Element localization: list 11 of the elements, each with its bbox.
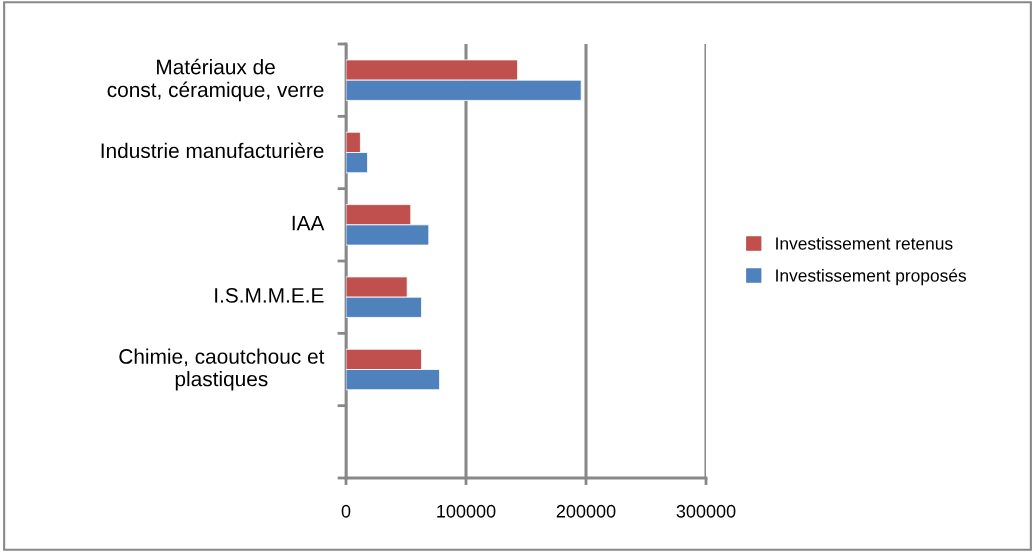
legend-label: Investissement retenus [776, 236, 953, 250]
y-tick-label: Matériaux de const, céramique, verre [107, 58, 324, 102]
y-tick-label: IAA [292, 215, 325, 231]
legend-label: Investissement proposés [776, 268, 967, 286]
y-tick-label: I.S.M.M.E.E [215, 288, 324, 303]
x-tick-label: 100000 [437, 504, 496, 518]
x-tick-label: 0 [341, 504, 351, 518]
y-tick-label: Chimie, caoutchouc et plastiques [119, 348, 325, 391]
y-tick-label: Industrie manufacturière [101, 142, 324, 159]
x-tick-label: 300000 [676, 504, 736, 518]
x-tick-label: 200000 [556, 504, 616, 518]
